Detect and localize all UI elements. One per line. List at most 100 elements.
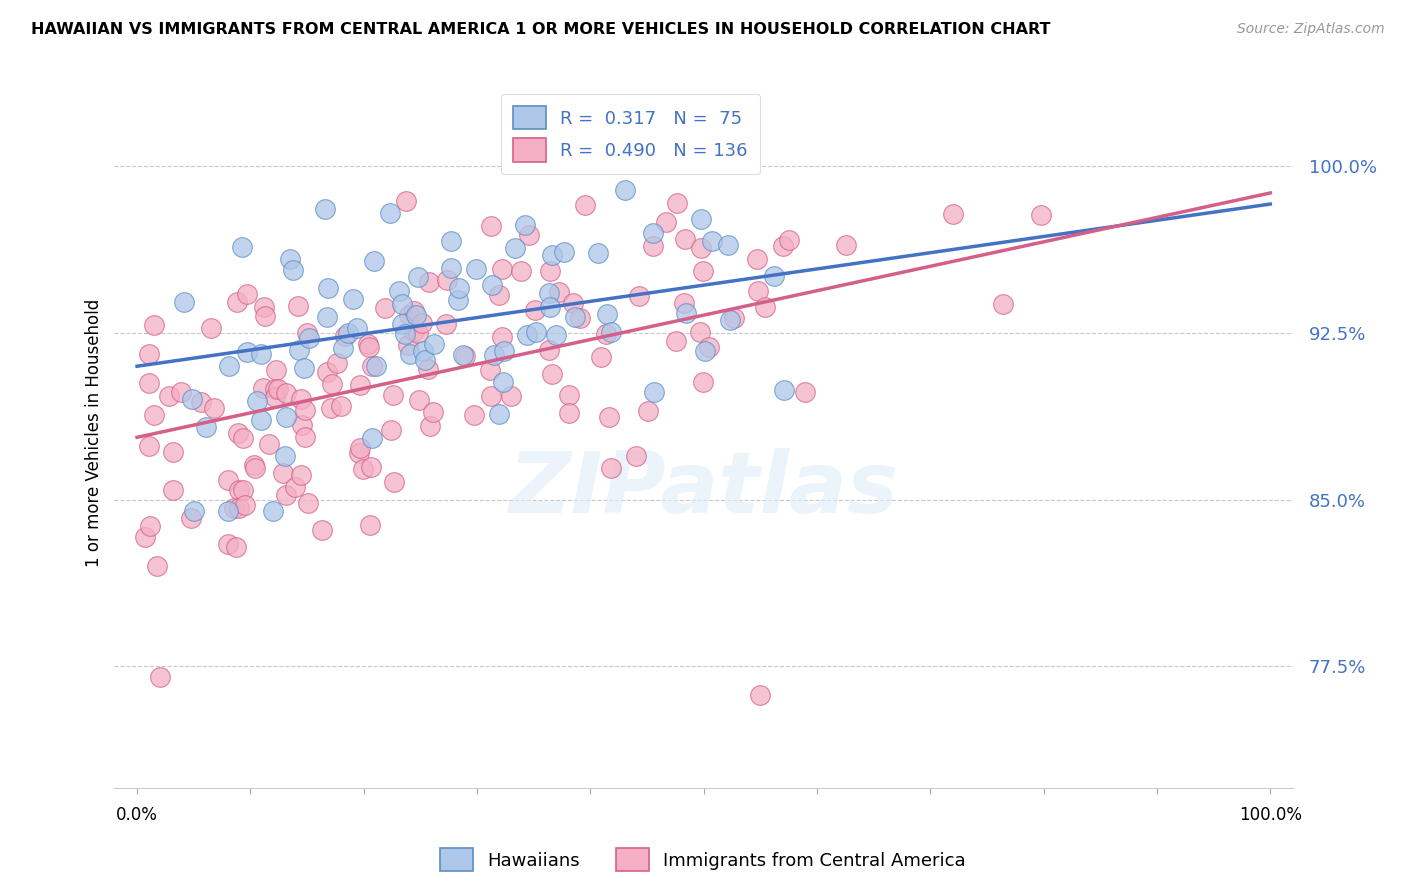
Point bbox=[745, 252, 768, 266]
Point bbox=[754, 300, 776, 314]
Point bbox=[297, 496, 319, 510]
Point bbox=[541, 248, 564, 262]
Point bbox=[447, 281, 470, 295]
Point bbox=[264, 390, 287, 404]
Point bbox=[600, 461, 623, 475]
Point bbox=[595, 327, 617, 342]
Point bbox=[225, 540, 247, 554]
Point bbox=[773, 383, 796, 397]
Point bbox=[408, 393, 430, 408]
Point bbox=[673, 296, 696, 310]
Point bbox=[315, 310, 337, 324]
Text: HAWAIIAN VS IMMIGRANTS FROM CENTRAL AMERICA 1 OR MORE VEHICLES IN HOUSEHOLD CORR: HAWAIIAN VS IMMIGRANTS FROM CENTRAL AMER… bbox=[31, 22, 1050, 37]
Point bbox=[538, 264, 561, 278]
Point bbox=[643, 226, 665, 240]
Point bbox=[558, 406, 581, 420]
Point bbox=[405, 308, 427, 322]
Point bbox=[314, 202, 336, 216]
Point bbox=[637, 404, 659, 418]
Point bbox=[217, 503, 239, 517]
Point bbox=[361, 431, 384, 445]
Point bbox=[321, 376, 343, 391]
Point bbox=[290, 467, 312, 482]
Point bbox=[232, 483, 254, 498]
Point bbox=[558, 388, 581, 402]
Point bbox=[363, 254, 385, 268]
Point bbox=[290, 392, 312, 407]
Point bbox=[138, 347, 160, 361]
Point bbox=[134, 530, 156, 544]
Point bbox=[232, 431, 254, 445]
Point bbox=[591, 350, 613, 364]
Point bbox=[418, 275, 440, 289]
Point bbox=[250, 347, 273, 361]
Point bbox=[524, 325, 547, 339]
Point bbox=[149, 670, 172, 684]
Point bbox=[319, 401, 342, 416]
Point bbox=[336, 326, 359, 340]
Point bbox=[200, 321, 222, 335]
Point bbox=[418, 362, 440, 376]
Point bbox=[294, 430, 316, 444]
Point bbox=[404, 324, 426, 338]
Point bbox=[406, 269, 429, 284]
Point bbox=[236, 287, 259, 301]
Point bbox=[600, 326, 623, 340]
Point bbox=[222, 500, 245, 515]
Text: ZIPatlas: ZIPatlas bbox=[509, 449, 898, 532]
Point bbox=[276, 385, 298, 400]
Point bbox=[434, 317, 457, 331]
Point bbox=[287, 299, 309, 313]
Point bbox=[538, 285, 561, 300]
Point bbox=[357, 336, 380, 351]
Point bbox=[479, 390, 502, 404]
Point bbox=[228, 500, 250, 515]
Point bbox=[778, 233, 800, 247]
Point bbox=[170, 385, 193, 400]
Point bbox=[271, 466, 294, 480]
Point bbox=[267, 382, 290, 396]
Point bbox=[513, 218, 536, 232]
Point bbox=[763, 268, 786, 283]
Point bbox=[143, 318, 166, 333]
Point bbox=[523, 303, 546, 318]
Point bbox=[264, 362, 287, 376]
Point bbox=[436, 272, 458, 286]
Point bbox=[447, 293, 470, 308]
Point bbox=[453, 347, 475, 361]
Point bbox=[404, 304, 426, 318]
Point bbox=[548, 285, 571, 299]
Point bbox=[398, 308, 420, 322]
Point bbox=[162, 483, 184, 498]
Point bbox=[702, 234, 724, 248]
Point bbox=[614, 183, 637, 197]
Point bbox=[311, 523, 333, 537]
Point bbox=[697, 340, 720, 354]
Point bbox=[538, 300, 561, 314]
Point bbox=[274, 488, 297, 502]
Point bbox=[388, 284, 411, 298]
Point bbox=[236, 344, 259, 359]
Point bbox=[749, 688, 772, 702]
Point bbox=[793, 384, 815, 399]
Point bbox=[690, 241, 713, 255]
Point bbox=[249, 413, 271, 427]
Point bbox=[257, 436, 280, 450]
Point bbox=[245, 393, 267, 408]
Legend: R =  0.317   N =  75, R =  0.490   N = 136: R = 0.317 N = 75, R = 0.490 N = 136 bbox=[501, 94, 761, 174]
Point bbox=[159, 389, 181, 403]
Point bbox=[347, 446, 370, 460]
Point bbox=[546, 328, 568, 343]
Point bbox=[252, 381, 274, 395]
Point bbox=[366, 359, 388, 374]
Point bbox=[540, 368, 562, 382]
Point bbox=[440, 234, 463, 248]
Point bbox=[675, 305, 697, 319]
Point bbox=[262, 503, 284, 517]
Point bbox=[654, 215, 676, 229]
Point bbox=[747, 284, 769, 298]
Point bbox=[395, 194, 418, 208]
Point bbox=[329, 399, 352, 413]
Point bbox=[396, 338, 419, 352]
Point bbox=[202, 401, 225, 416]
